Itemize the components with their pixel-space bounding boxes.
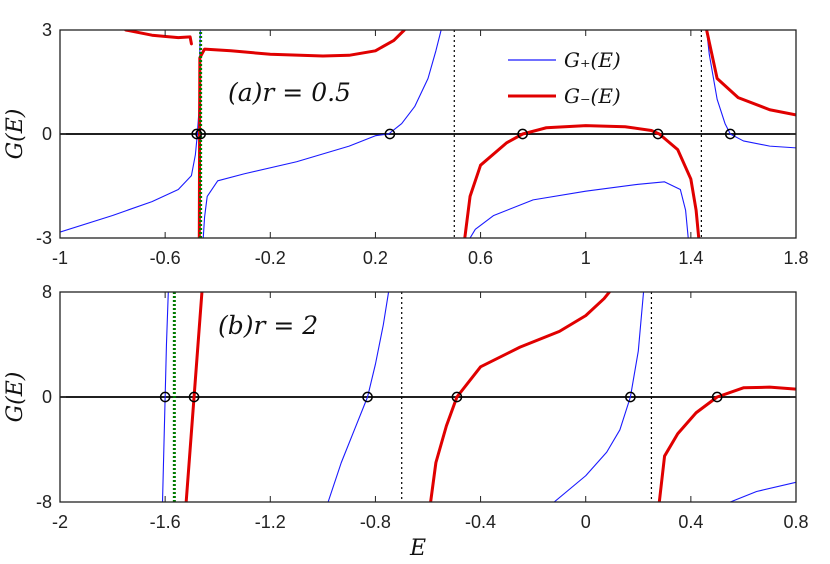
legend-label-gminus: G₋(E) <box>564 84 621 108</box>
series-a-0-segment-2 <box>469 181 689 238</box>
x-tick-label-a-4: 0.6 <box>468 248 493 268</box>
x-tick-label-b-0: -2 <box>52 512 68 532</box>
zero-marker-a-5 <box>724 128 736 140</box>
zero-marker-a-3 <box>517 128 528 140</box>
series-a-0-segment-1 <box>202 30 442 238</box>
x-tick-label-a-1: -0.6 <box>150 248 181 268</box>
series-a-0-segment-3 <box>706 30 796 149</box>
series-a-1-segment-1 <box>197 30 406 238</box>
x-tick-label-b-2: -1.2 <box>255 512 286 532</box>
y-axis-label-a: G(E) <box>3 109 28 160</box>
zero-marker-a-4 <box>652 128 664 140</box>
zero-marker-b-1 <box>188 391 200 403</box>
series-b-1-segment-1 <box>429 292 611 502</box>
zero-marker-a-1 <box>195 128 206 140</box>
zero-marker-b-5 <box>711 391 723 403</box>
series-b-1-segment-0 <box>184 292 204 502</box>
x-tick-label-b-7: 0.8 <box>783 512 808 532</box>
series-b-0-segment-2 <box>553 292 645 502</box>
series-b-0-segment-0 <box>161 292 169 502</box>
x-tick-label-a-0: -1 <box>52 248 68 268</box>
plot-area-a <box>60 30 796 238</box>
series-a-1-segment-2 <box>463 124 701 238</box>
x-ticks-a: -1 -0.6 -0.2 0.2 0.6 1 1.4 1.8 <box>52 30 809 268</box>
y-tick-label-a-0: -3 <box>36 228 52 248</box>
x-tick-label-b-3: -0.8 <box>360 512 391 532</box>
zero-marker-a-2 <box>384 128 396 140</box>
x-tick-label-b-5: 0 <box>581 512 591 532</box>
x-tick-label-b-1: -1.6 <box>150 512 181 532</box>
series-b-1-segment-2 <box>657 385 796 502</box>
x-tick-label-b-6: 0.4 <box>678 512 703 532</box>
y-tick-label-a-2: 3 <box>42 20 52 40</box>
y-axis-label-b: G(E) <box>3 372 28 423</box>
plot-area-b <box>60 292 796 502</box>
legend-label-gplus: G₊(E) <box>564 48 621 72</box>
annotation-b: (b)r = 2 <box>218 311 318 340</box>
y-tick-label-b-2: 8 <box>42 282 52 302</box>
x-tick-label-a-5: 1 <box>581 248 591 268</box>
x-tick-label-a-3: 0.2 <box>363 248 388 268</box>
series-b-0-segment-1 <box>327 292 390 502</box>
y-tick-label-b-0: -8 <box>36 492 52 512</box>
y-ticks-b: -8 0 8 <box>36 282 796 512</box>
x-tick-label-a-7: 1.8 <box>783 248 808 268</box>
x-tick-label-a-2: -0.2 <box>255 248 286 268</box>
plot-clip-b <box>60 292 796 502</box>
y-ticks-a: -3 0 3 <box>36 20 796 248</box>
series-b-0-segment-3 <box>729 481 796 502</box>
y-tick-label-b-1: 0 <box>42 387 52 407</box>
zero-marker-b-0 <box>159 391 171 403</box>
panel-a: -1 -0.6 -0.2 0.2 0.6 1 1.4 1.8 -303 (a)r = 0.5 … <box>3 20 809 268</box>
zero-marker-b-3 <box>451 391 463 403</box>
zero-marker-b-2 <box>362 391 373 403</box>
annotation-a: (a)r = 0.5 <box>228 78 351 107</box>
series-a-1-segment-0 <box>124 30 193 46</box>
x-ticks-b: -2 -1.6 -1.2 -0.8 -0.4 0 0.4 0.8 <box>52 292 809 532</box>
series-a-1-segment-3 <box>705 30 796 117</box>
x-tick-label-b-4: -0.4 <box>465 512 496 532</box>
x-axis-label-b: E <box>409 536 426 561</box>
legend: G₊(E) G₋(E) <box>508 48 621 108</box>
zero-marker-b-4 <box>625 391 636 403</box>
y-tick-label-a-1: 0 <box>42 124 52 144</box>
zero-marker-a-0 <box>191 128 203 140</box>
x-tick-label-a-6: 1.4 <box>678 248 703 268</box>
series-a-0-segment-0 <box>60 30 201 233</box>
panel-b: -2 -1.6 -1.2 -0.8 -0.4 0 0.4 0.8 -808 (b)r = 2 … <box>3 282 809 561</box>
plot-clip-a <box>60 30 796 238</box>
